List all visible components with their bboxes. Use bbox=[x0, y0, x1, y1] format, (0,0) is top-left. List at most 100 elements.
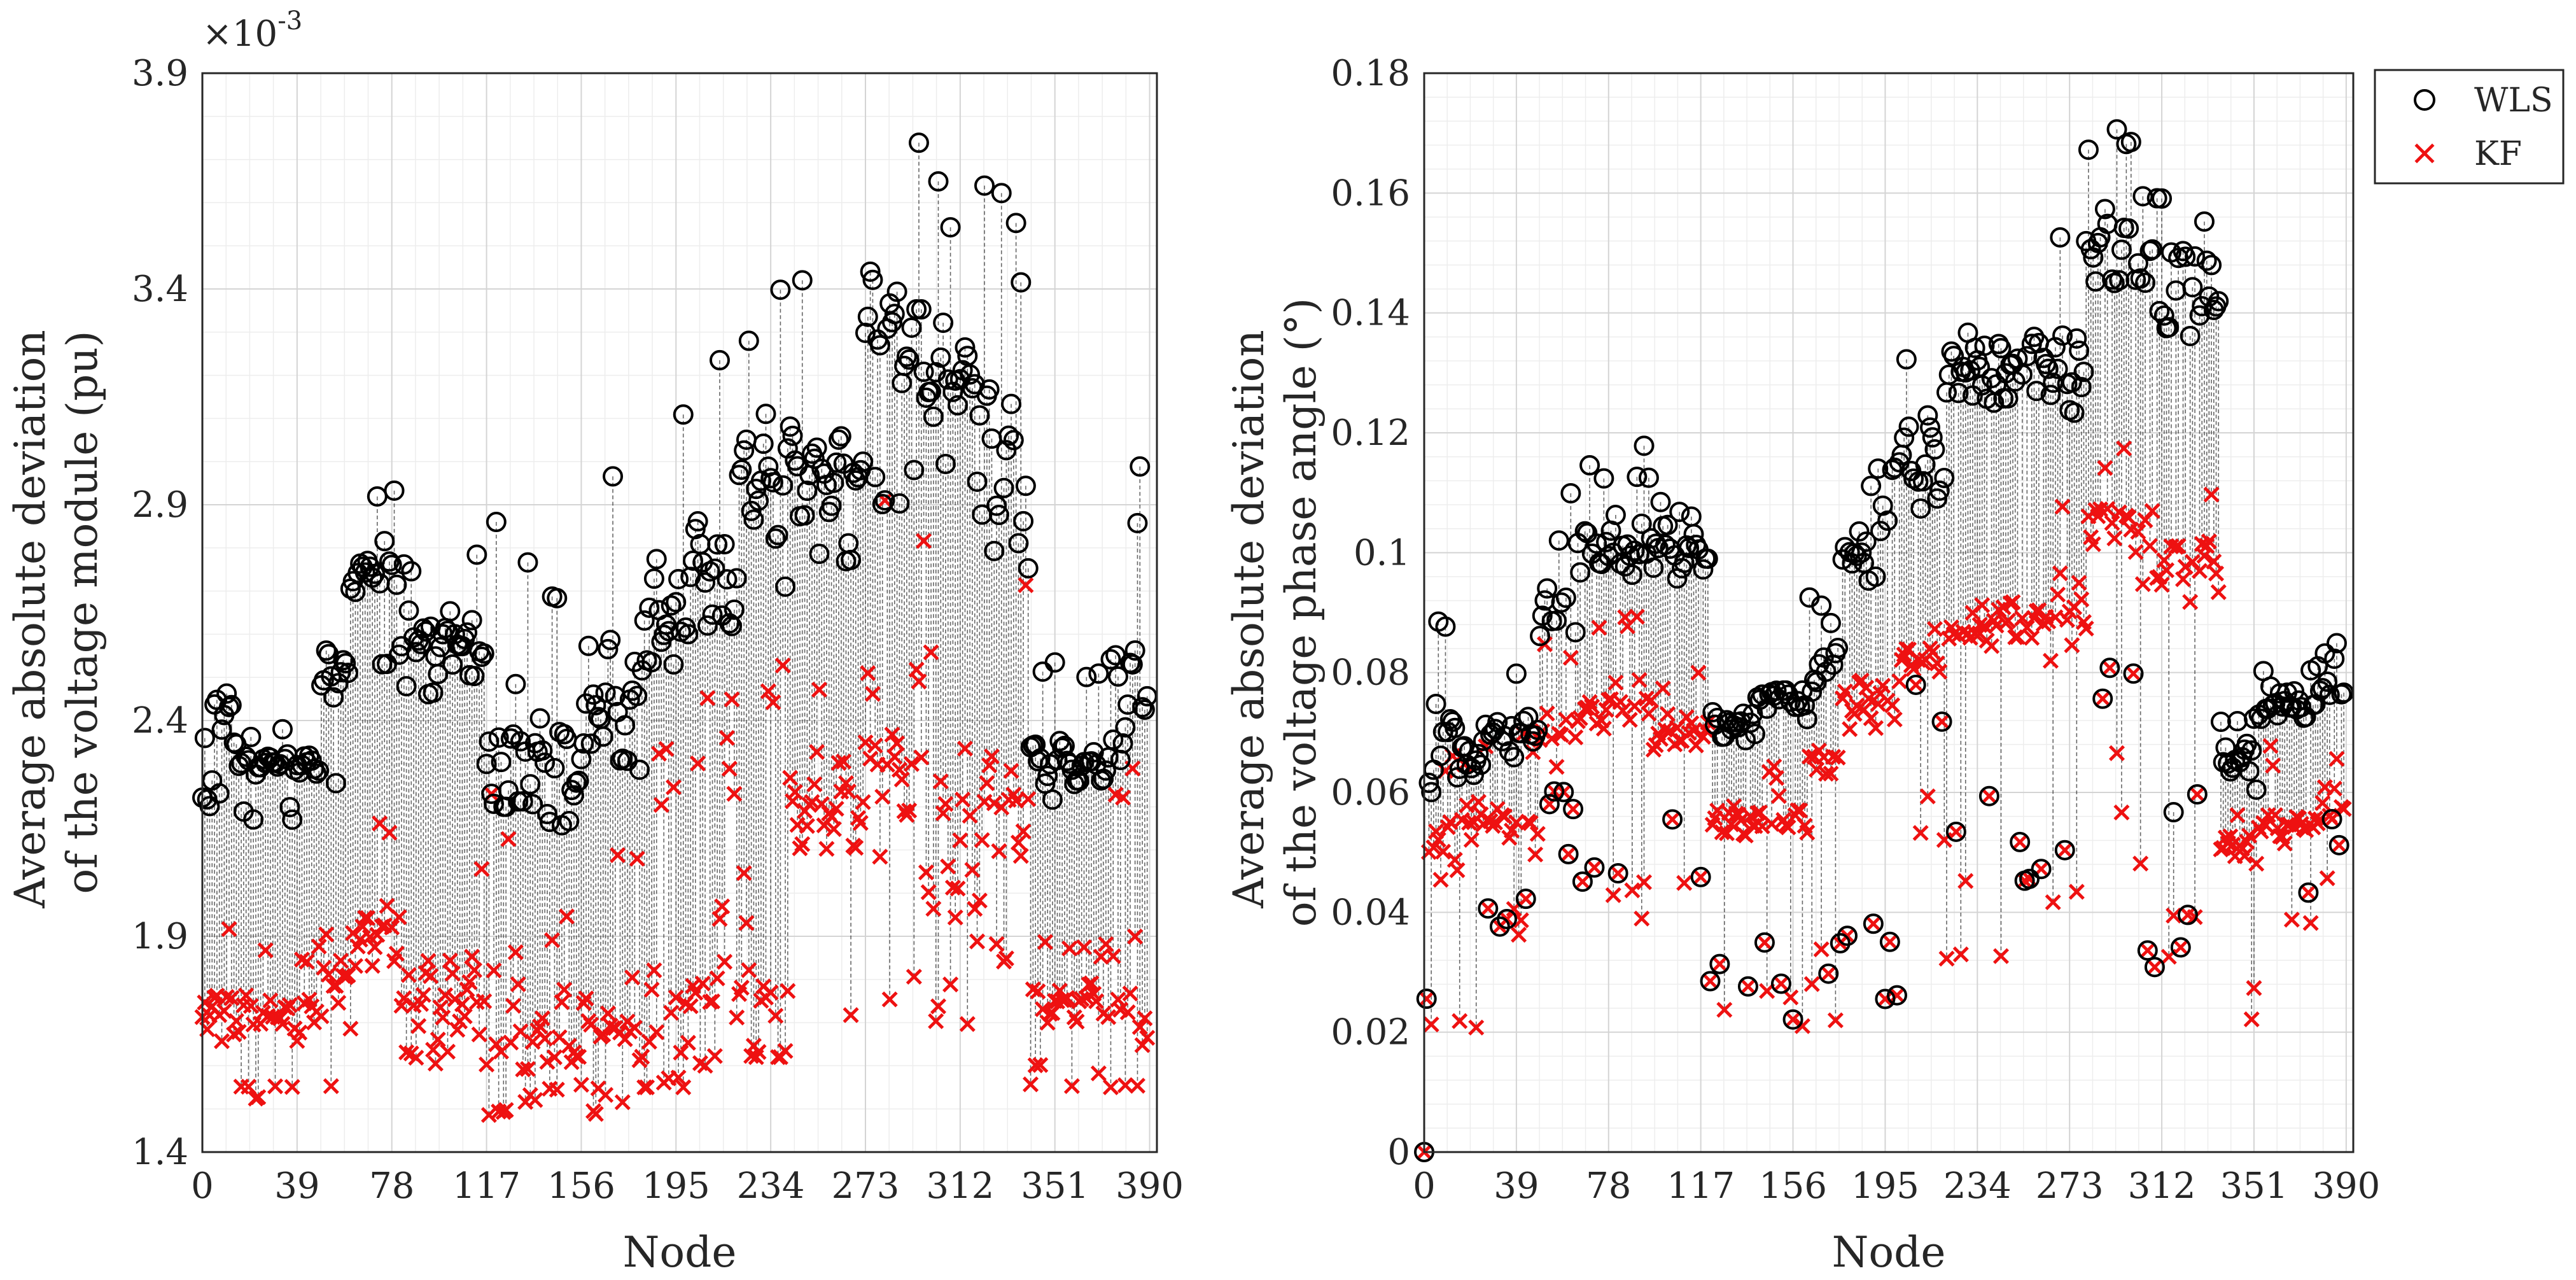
kf-point bbox=[238, 987, 255, 1004]
wls-point bbox=[517, 552, 538, 573]
wls-point bbox=[1851, 542, 1872, 563]
kf-point bbox=[629, 850, 645, 867]
wls-point bbox=[1605, 505, 1626, 526]
kf-point bbox=[1044, 1004, 1061, 1022]
kf-point bbox=[313, 1008, 330, 1025]
left-axes-box bbox=[201, 72, 1158, 1153]
kf-point bbox=[1461, 815, 1478, 831]
wls-point bbox=[2142, 239, 2163, 260]
kf-point bbox=[665, 779, 682, 796]
wls-point bbox=[1991, 338, 2012, 359]
wls-point bbox=[794, 505, 815, 526]
kf-point bbox=[1137, 1010, 1153, 1027]
kf-point bbox=[1468, 1019, 1485, 1036]
wls-point bbox=[2019, 868, 2040, 889]
xtick-label: 78 bbox=[369, 1165, 414, 1207]
wls-point bbox=[1870, 521, 1891, 542]
kf-point bbox=[2166, 907, 2182, 924]
kf-point bbox=[507, 944, 524, 960]
wls-point bbox=[770, 279, 791, 300]
kf-point bbox=[658, 741, 675, 757]
kf-point bbox=[1627, 698, 1643, 714]
wls-point bbox=[1579, 455, 1600, 476]
kf-point bbox=[2319, 870, 2335, 887]
ytick-label: 1.9 bbox=[132, 916, 188, 957]
wls-point bbox=[1898, 416, 1919, 437]
wls-point bbox=[881, 312, 902, 333]
kf-point bbox=[2328, 750, 2345, 767]
wls-point bbox=[913, 362, 934, 383]
kf-point bbox=[1957, 873, 1974, 889]
wls-point bbox=[396, 676, 417, 697]
wls-point bbox=[2196, 250, 2217, 271]
kf-point bbox=[333, 952, 349, 969]
wls-point bbox=[804, 448, 825, 469]
kf-point bbox=[867, 737, 883, 754]
wls-point bbox=[1435, 616, 1456, 637]
kf-point bbox=[599, 1005, 616, 1022]
kf-point bbox=[437, 987, 454, 1004]
kf-point bbox=[1934, 714, 1950, 730]
wls-point bbox=[1816, 661, 1837, 682]
kf-point bbox=[524, 1034, 541, 1050]
xtick-label: 117 bbox=[1667, 1165, 1735, 1207]
kf-point bbox=[711, 911, 728, 927]
kf-point bbox=[435, 1009, 451, 1026]
wls-point bbox=[1095, 760, 1116, 781]
kf-point bbox=[1063, 1078, 1080, 1094]
kf-point bbox=[1992, 948, 2009, 964]
kf-point bbox=[1803, 976, 1820, 992]
wls-point bbox=[374, 531, 395, 552]
wls-point bbox=[2159, 317, 2180, 338]
wls-point bbox=[486, 512, 507, 533]
kf-point bbox=[546, 1049, 563, 1065]
wls-point bbox=[1497, 908, 1518, 929]
wls-point bbox=[1865, 566, 1886, 587]
wls-point bbox=[2153, 305, 2174, 326]
kf-point bbox=[1105, 948, 1121, 964]
kf-point bbox=[1061, 940, 1078, 957]
kf-point bbox=[330, 994, 347, 1011]
kf-point bbox=[2005, 594, 2021, 610]
wls-point bbox=[503, 724, 524, 745]
kf-point bbox=[1565, 801, 1581, 817]
wls-point bbox=[1998, 388, 2019, 409]
wls-point bbox=[1134, 700, 1155, 721]
kf-point bbox=[486, 962, 502, 979]
kf-point bbox=[1813, 941, 1830, 957]
wls-point bbox=[2239, 761, 2260, 782]
wls-point bbox=[1796, 708, 1817, 729]
kf-point bbox=[2139, 942, 2156, 959]
wls-point bbox=[780, 416, 801, 437]
wls-point bbox=[571, 749, 592, 770]
wls-point bbox=[928, 171, 949, 192]
kf-point bbox=[364, 957, 381, 974]
kf-point bbox=[1574, 873, 1591, 890]
wls-point bbox=[969, 405, 990, 426]
xtick-label: 0 bbox=[191, 1165, 214, 1207]
kf-point bbox=[1134, 1037, 1151, 1053]
kf-point bbox=[1766, 758, 1782, 775]
kf-point bbox=[298, 953, 315, 970]
kf-point bbox=[991, 843, 1007, 859]
kf-point bbox=[1586, 859, 1603, 876]
wls-point bbox=[384, 480, 405, 501]
legend-wls-label: WLS bbox=[2474, 81, 2553, 120]
wls-point bbox=[829, 429, 849, 450]
wls-point bbox=[921, 381, 942, 402]
wls-point bbox=[2012, 364, 2033, 385]
wls-point bbox=[595, 682, 616, 703]
kf-point bbox=[1827, 1012, 1844, 1029]
wls-point bbox=[325, 773, 346, 794]
kf-point bbox=[614, 1094, 631, 1111]
wls-point bbox=[510, 731, 531, 752]
wls-point bbox=[2317, 672, 2338, 693]
wls-point bbox=[726, 568, 747, 589]
kf-point bbox=[843, 1007, 859, 1023]
wls-point bbox=[1530, 626, 1551, 647]
wls-point bbox=[937, 369, 958, 390]
wls-point bbox=[2094, 199, 2115, 220]
chart-phase-angle: 0 39 78 117 156 195 234 273 312 351 390 00.020.040… bbox=[1224, 53, 2380, 1277]
kf-point bbox=[447, 991, 463, 1008]
wls-point bbox=[221, 694, 242, 715]
